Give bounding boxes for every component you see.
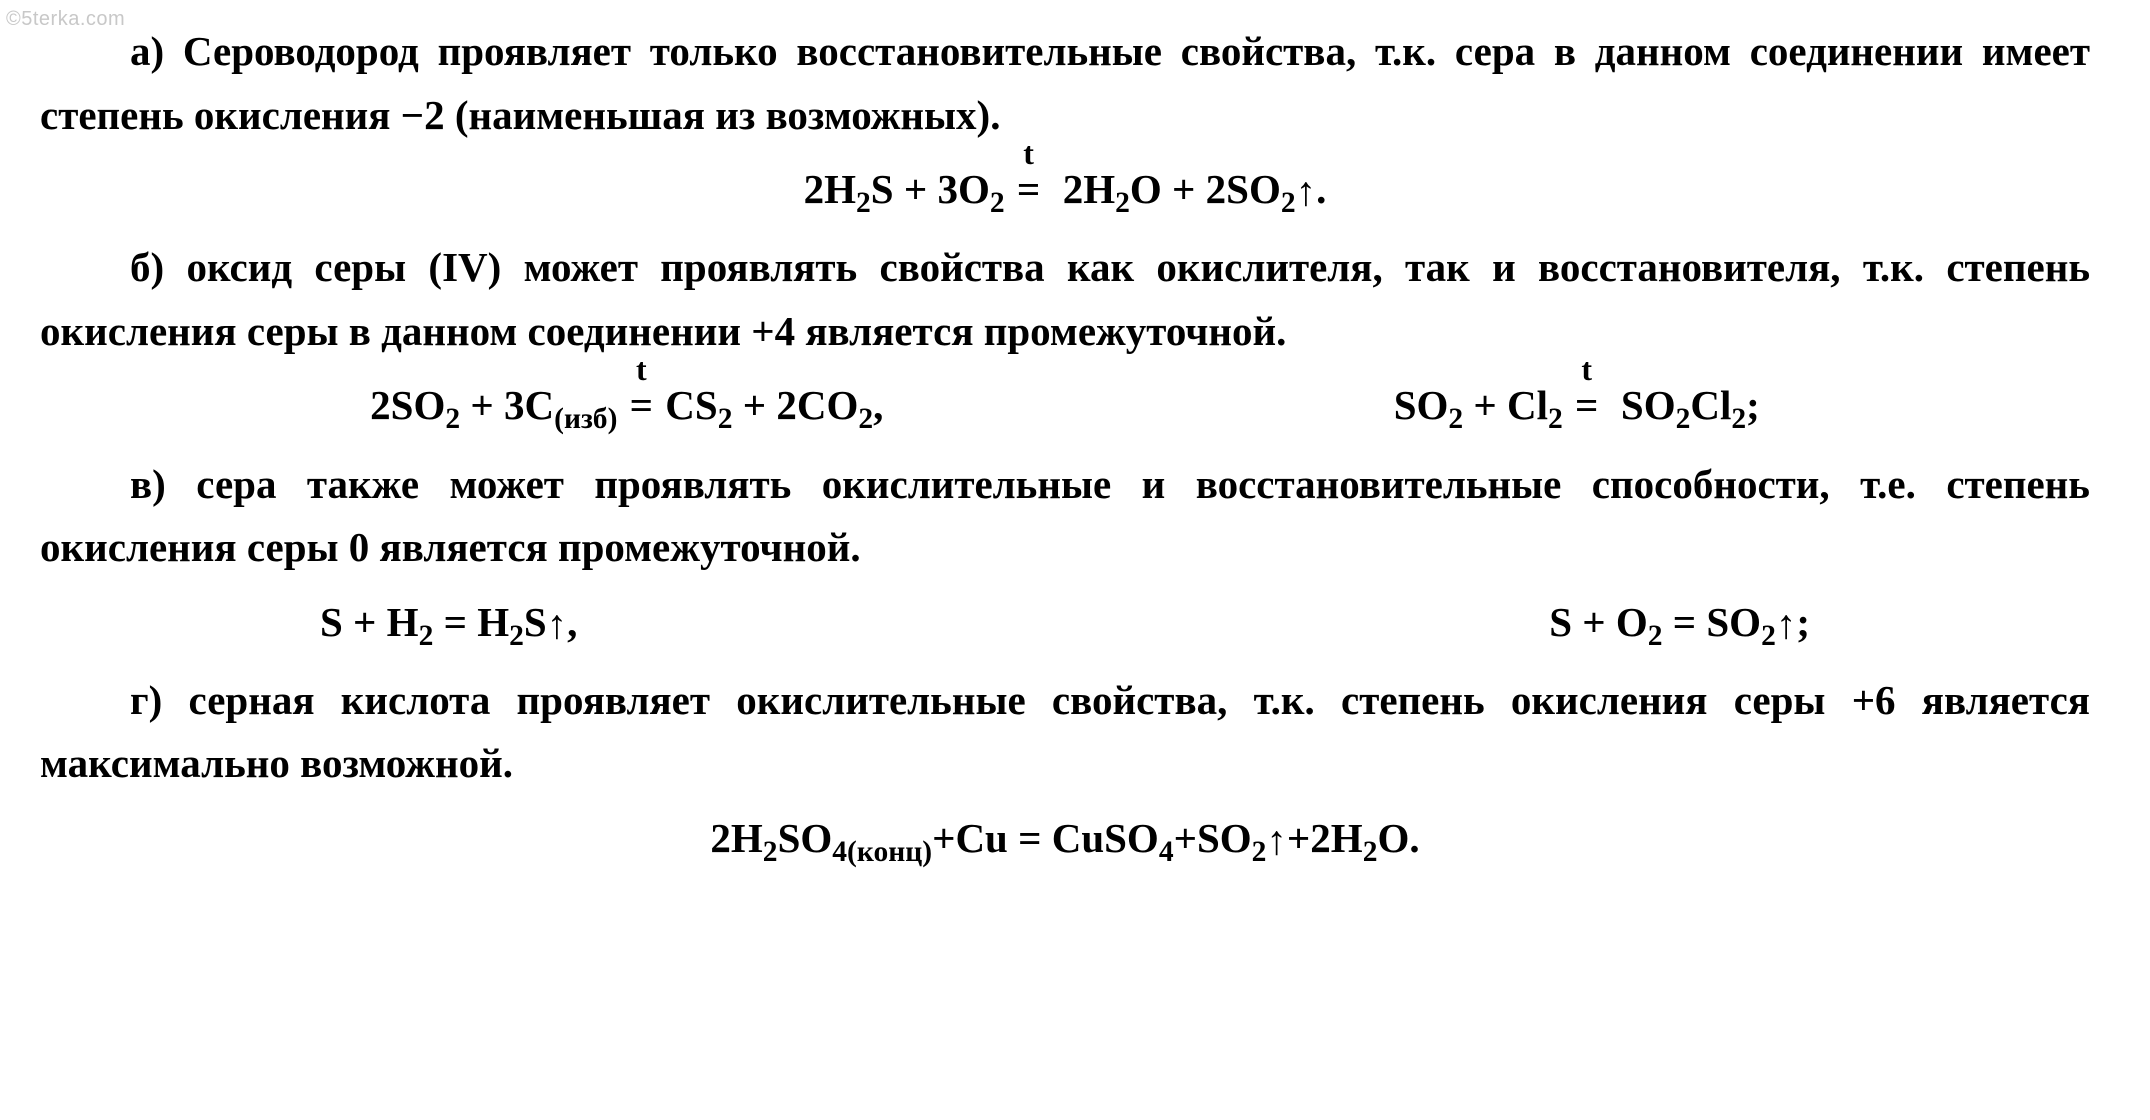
equation-c-2: S + O2 = SO2↑; xyxy=(1549,598,1810,647)
equation-d: 2H2SO4(конц)+Cu = CuSO4+SO2↑+2H2O. xyxy=(40,814,2090,863)
paragraph-a: а) Сероводород проявляет только восстано… xyxy=(40,20,2090,147)
paragraph-b: б) оксид серы (IV) может проявлять свойс… xyxy=(40,236,2090,363)
equation-c-row: S + H2 = H2S↑, S + O2 = SO2↑; xyxy=(40,598,2090,647)
equation-b-row: 2SO2 + 3C(изб) = CS2 + 2CO2, SO2 + Cl2 =… xyxy=(115,381,2015,430)
equation-c-1: S + H2 = H2S↑, xyxy=(320,598,577,647)
paragraph-d: г) серная кислота проявляет окислительны… xyxy=(40,669,2090,796)
paragraph-c: в) сера также может проявлять окислитель… xyxy=(40,453,2090,580)
equation-a: 2H2S + 3O2 = 2H2O + 2SO2↑. xyxy=(40,165,2090,214)
equation-b-1: 2SO2 + 3C(изб) = CS2 + 2CO2, xyxy=(370,381,883,430)
equation-b-2: SO2 + Cl2 = SO2Cl2; xyxy=(1394,381,1760,430)
watermark: ©5terka.com xyxy=(6,4,125,35)
